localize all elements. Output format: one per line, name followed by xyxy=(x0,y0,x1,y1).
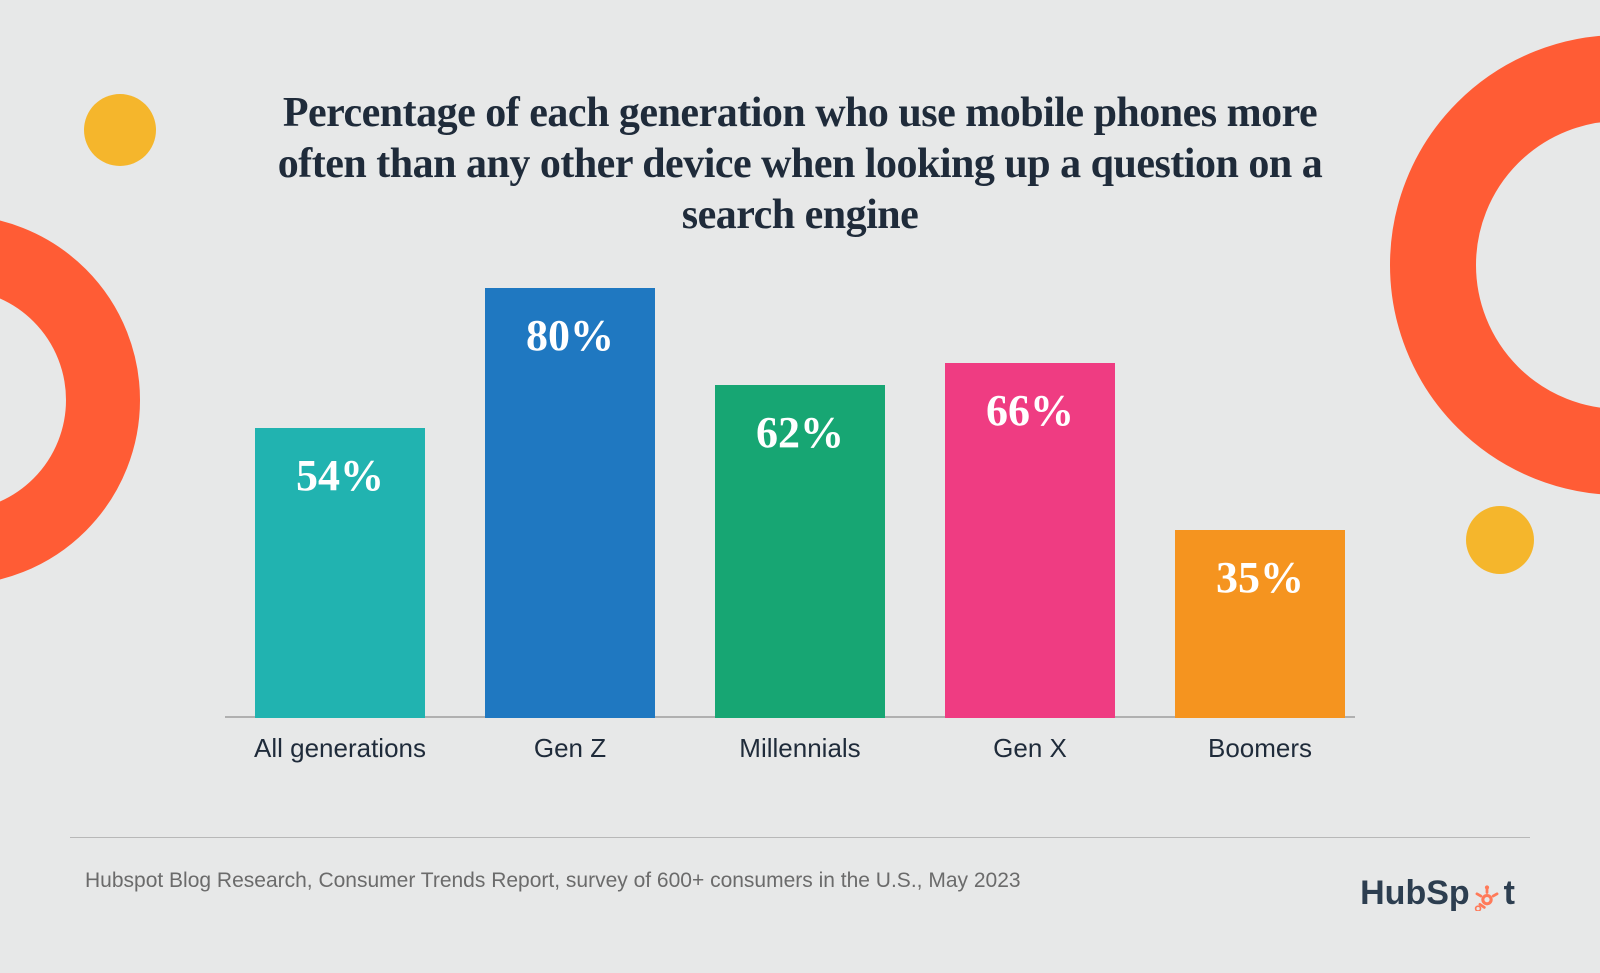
bar-value-label: 62% xyxy=(756,407,844,458)
footer-divider xyxy=(70,837,1530,838)
infographic-canvas: Percentage of each generation who use mo… xyxy=(0,0,1600,973)
bar-slot: 35% xyxy=(1175,530,1345,718)
chart-bars: 54% 80% 62% 66% 35% xyxy=(225,288,1345,718)
bar-slot: 62% xyxy=(715,385,885,718)
bar-value-label: 80% xyxy=(526,310,614,361)
bar-chart: 54%80%62%66%35% All generationsGen ZMill… xyxy=(225,288,1355,718)
sprocket-icon xyxy=(1474,881,1500,907)
bar: 66% xyxy=(945,363,1115,718)
decoration-right_ring xyxy=(1390,35,1600,495)
bar-slot: 54% xyxy=(255,428,425,718)
sprocket-svg xyxy=(1474,885,1500,911)
hubspot-logo: HubSp t xyxy=(1360,874,1515,913)
decoration-right_dot xyxy=(1466,506,1534,574)
bar: 35% xyxy=(1175,530,1345,718)
bar-category-label: Gen X xyxy=(993,733,1067,764)
bar-value-label: 35% xyxy=(1216,552,1304,603)
bar-category-label: Millennials xyxy=(739,733,860,764)
bar: 80% xyxy=(485,288,655,718)
bar: 62% xyxy=(715,385,885,718)
bar-value-label: 54% xyxy=(296,450,384,501)
bar-slot: 80% xyxy=(485,288,655,718)
bar: 54% xyxy=(255,428,425,718)
bar-category-label: Boomers xyxy=(1208,733,1312,764)
chart-title: Percentage of each generation who use mo… xyxy=(270,88,1330,242)
bar-category-label: All generations xyxy=(254,733,426,764)
bar-category-label: Gen Z xyxy=(534,733,606,764)
source-attribution: Hubspot Blog Research, Consumer Trends R… xyxy=(85,869,1021,893)
bar-slot: 66% xyxy=(945,363,1115,718)
bar-value-label: 66% xyxy=(986,385,1074,436)
decoration-top_left_dot xyxy=(84,94,156,166)
decoration-left_ring xyxy=(0,215,140,585)
logo-text-right: t xyxy=(1504,874,1515,913)
logo-text-left: HubSp xyxy=(1360,874,1470,913)
